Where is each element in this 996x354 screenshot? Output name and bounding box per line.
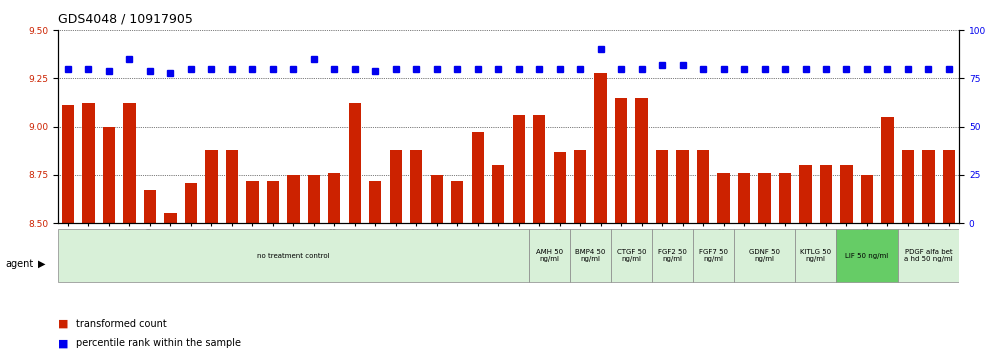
Bar <box>693 229 734 282</box>
Bar <box>410 150 422 223</box>
Bar <box>226 150 238 223</box>
Text: ▶: ▶ <box>38 259 46 269</box>
Text: GDS4048 / 10917905: GDS4048 / 10917905 <box>58 12 192 25</box>
Text: CTGF 50
ng/ml: CTGF 50 ng/ml <box>617 249 646 262</box>
Bar <box>570 229 611 282</box>
Bar <box>492 165 504 223</box>
Bar <box>185 183 197 223</box>
Bar <box>529 229 570 282</box>
Bar <box>897 229 959 282</box>
Bar <box>328 173 341 223</box>
Text: AMH 50
ng/ml: AMH 50 ng/ml <box>536 249 563 262</box>
Text: transformed count: transformed count <box>76 319 166 329</box>
Bar <box>820 165 832 223</box>
Bar <box>595 73 607 223</box>
Bar <box>513 115 525 223</box>
Text: ■: ■ <box>58 338 69 348</box>
Text: LIF 50 ng/ml: LIF 50 ng/ml <box>846 253 888 259</box>
Bar <box>635 98 647 223</box>
Bar <box>795 229 837 282</box>
Text: GDNF 50
ng/ml: GDNF 50 ng/ml <box>749 249 780 262</box>
Text: KITLG 50
ng/ml: KITLG 50 ng/ml <box>800 249 832 262</box>
Bar <box>370 181 381 223</box>
Bar <box>615 98 627 223</box>
Text: FGF2 50
ng/ml: FGF2 50 ng/ml <box>658 249 687 262</box>
Bar <box>611 229 651 282</box>
Bar <box>717 173 730 223</box>
Text: no treatment control: no treatment control <box>257 253 330 259</box>
Bar <box>922 150 934 223</box>
Bar <box>901 150 914 223</box>
Bar <box>267 181 279 223</box>
Text: PDGF alfa bet
a hd 50 ng/ml: PDGF alfa bet a hd 50 ng/ml <box>904 249 953 262</box>
Bar <box>83 103 95 223</box>
Bar <box>164 213 176 223</box>
Bar <box>574 150 587 223</box>
Bar <box>554 152 566 223</box>
Bar <box>451 181 463 223</box>
Bar <box>308 175 320 223</box>
Bar <box>837 229 897 282</box>
Text: ■: ■ <box>58 319 69 329</box>
Bar <box>58 229 529 282</box>
Bar <box>676 150 689 223</box>
Bar <box>841 165 853 223</box>
Bar <box>349 103 361 223</box>
Bar <box>124 103 135 223</box>
Bar <box>533 115 546 223</box>
Bar <box>287 175 300 223</box>
Bar <box>758 173 771 223</box>
Bar <box>389 150 402 223</box>
Bar <box>656 150 668 223</box>
Bar <box>143 190 156 223</box>
Text: agent: agent <box>5 259 33 269</box>
Bar <box>697 150 709 223</box>
Bar <box>205 150 217 223</box>
Bar <box>881 117 893 223</box>
Bar <box>103 126 116 223</box>
Text: percentile rank within the sample: percentile rank within the sample <box>76 338 241 348</box>
Bar <box>471 132 484 223</box>
Bar <box>779 173 791 223</box>
Bar <box>430 175 443 223</box>
Bar <box>651 229 693 282</box>
Bar <box>738 173 750 223</box>
Bar <box>734 229 795 282</box>
Bar <box>246 181 259 223</box>
Bar <box>861 175 873 223</box>
Bar <box>800 165 812 223</box>
Text: FGF7 50
ng/ml: FGF7 50 ng/ml <box>699 249 728 262</box>
Text: BMP4 50
ng/ml: BMP4 50 ng/ml <box>576 249 606 262</box>
Bar <box>943 150 955 223</box>
Bar <box>62 105 74 223</box>
